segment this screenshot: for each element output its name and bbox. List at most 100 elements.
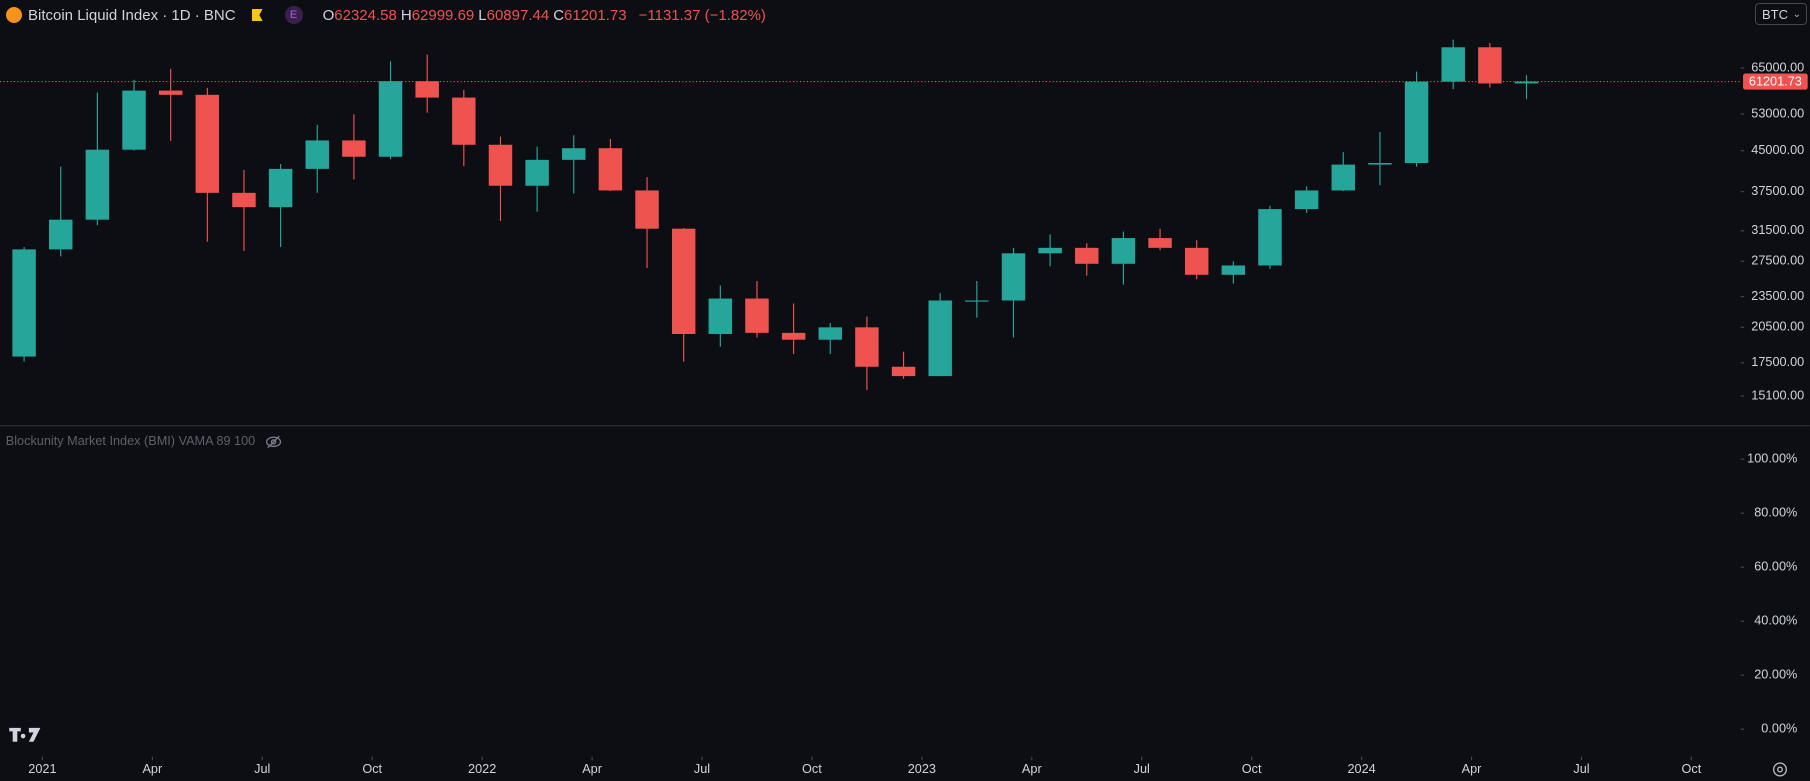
ohlc-label: L <box>478 6 487 24</box>
symbol-title: Bitcoin Liquid Index · 1D · BNC <box>28 6 236 24</box>
candle-body <box>1221 265 1246 275</box>
candle-body <box>12 249 36 357</box>
candle-body <box>525 159 549 186</box>
y-tick-label: 20.00% <box>1754 668 1797 682</box>
candle-body <box>1111 238 1136 264</box>
y-tick-label: 15100.00 <box>1751 388 1804 402</box>
candle-body <box>1001 253 1026 301</box>
candle-body <box>671 228 696 334</box>
candle-body <box>708 298 733 334</box>
y-tick-label: 53000.00 <box>1751 106 1804 120</box>
y-tick-label: 37500.00 <box>1751 184 1804 198</box>
candle-body <box>928 300 952 377</box>
candle-body <box>1368 162 1392 165</box>
ohlc-value: 61201.73 <box>564 6 627 24</box>
earnings-badge[interactable]: E <box>284 6 303 24</box>
tradingview-logo <box>9 727 41 742</box>
x-tick-label: Apr <box>582 762 603 776</box>
candle-body <box>562 148 586 160</box>
eye-off-icon[interactable] <box>265 435 282 449</box>
x-tick-label: Apr <box>1022 762 1043 776</box>
candle-body <box>268 168 293 208</box>
candle-body <box>855 327 879 367</box>
candle-body <box>415 81 439 98</box>
currency-button[interactable]: BTC ⌄ <box>1755 3 1807 25</box>
ohlc-label: H <box>400 6 412 24</box>
legend-header: Bitcoin Liquid Index · 1D · BNC E O 62324… <box>6 3 766 27</box>
candle-body <box>891 366 916 377</box>
candle-body <box>965 300 989 302</box>
x-tick-label: Oct <box>1682 762 1702 776</box>
candle-body <box>122 90 146 150</box>
x-tick-label: Jul <box>254 762 270 776</box>
candle-body <box>1441 47 1465 82</box>
candle-body <box>49 219 73 250</box>
candle-body <box>378 81 403 157</box>
ohlc-value: 62999.69 <box>411 6 475 24</box>
candle-body <box>1478 47 1502 84</box>
x-tick-label: 2024 <box>1347 762 1375 776</box>
y-tick-label: 65000.00 <box>1751 60 1804 74</box>
y-tick-label: 27500.00 <box>1751 254 1804 268</box>
y-tick-label: 31500.00 <box>1751 223 1804 237</box>
x-tick-label: 2022 <box>468 762 496 776</box>
change-text: −1131.37 (−1.82%) <box>638 6 766 24</box>
x-tick-label: Apr <box>1462 762 1483 776</box>
x-tick-label: Jul <box>694 762 710 776</box>
candle-body <box>488 144 513 186</box>
y-tick-label: 40.00% <box>1754 614 1797 628</box>
y-tick-label: 80.00% <box>1754 506 1797 520</box>
candle-body <box>452 97 476 145</box>
candle-body <box>1184 247 1209 275</box>
y-tick-label: 20500.00 <box>1751 320 1804 334</box>
currency-label[interactable]: BTC <box>1762 6 1788 22</box>
y-tick-label: 23500.00 <box>1751 289 1804 303</box>
candle-body <box>1075 247 1099 264</box>
ohlc-values: O 62324.58 H 62999.69 L 60897.44 C 61201.73 <box>319 7 627 24</box>
x-tick-label: Jul <box>1134 762 1150 776</box>
last-price-label: 61201.73 <box>1749 75 1802 89</box>
ohlc-label: C <box>553 6 565 24</box>
flag-icon[interactable] <box>251 9 263 21</box>
indicator-title: Blockunity Market Index (BMI) VAMA 89 10… <box>6 434 255 448</box>
x-tick-label: Oct <box>362 762 382 776</box>
candle-body <box>85 149 110 220</box>
candle-body <box>781 332 806 340</box>
candle-body <box>818 327 842 340</box>
ohlc-label: O <box>322 6 335 24</box>
candle-body <box>745 298 769 333</box>
candle-body <box>158 90 183 95</box>
candle-body <box>305 140 329 169</box>
candle-body <box>598 148 623 191</box>
candle-body <box>1404 81 1429 163</box>
candle-body <box>1294 190 1319 210</box>
coin-icon <box>6 7 22 23</box>
y-tick-label: 100.00% <box>1747 452 1797 466</box>
y-tick-label: 17500.00 <box>1751 355 1804 369</box>
candle-body <box>342 140 366 157</box>
candle-body <box>1258 209 1282 266</box>
candle-body <box>1038 247 1062 254</box>
last-price-tag <box>1743 73 1808 90</box>
candle-body <box>1148 238 1172 248</box>
x-tick-label: 2021 <box>28 762 56 776</box>
candle-body <box>1331 164 1356 191</box>
x-tick-label: Oct <box>802 762 822 776</box>
candle-body <box>195 94 220 193</box>
x-tick-label: 2023 <box>908 762 936 776</box>
y-tick-label: 45000.00 <box>1751 143 1804 157</box>
candle-body <box>1514 81 1539 84</box>
ohlc-value: 62324.58 <box>334 6 397 24</box>
ohlc-value: 60897.44 <box>486 6 550 24</box>
x-tick-label: Apr <box>142 762 163 776</box>
y-tick-label: 60.00% <box>1754 560 1797 574</box>
candle-body <box>232 192 256 208</box>
x-tick-label: Jul <box>1573 762 1589 776</box>
candle-body <box>635 190 659 229</box>
settings-icon[interactable] <box>1772 762 1788 777</box>
y-tick-label: 0.00% <box>1761 722 1797 736</box>
x-tick-label: Oct <box>1242 762 1262 776</box>
